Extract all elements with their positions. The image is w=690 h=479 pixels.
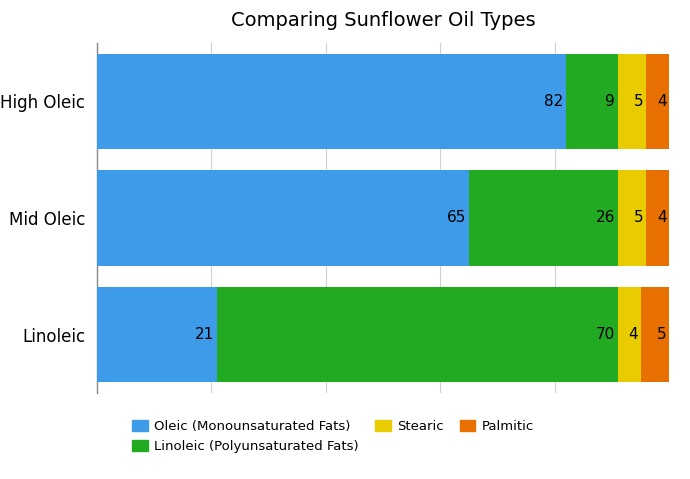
- Bar: [566, 54, 618, 149]
- Bar: [97, 170, 469, 266]
- Bar: [647, 54, 669, 149]
- Bar: [618, 287, 640, 382]
- Bar: [217, 287, 618, 382]
- Text: 4: 4: [628, 327, 638, 342]
- Bar: [618, 54, 647, 149]
- Text: 5: 5: [634, 210, 644, 226]
- Bar: [97, 54, 566, 149]
- Text: 5: 5: [657, 327, 667, 342]
- Bar: [640, 287, 669, 382]
- Text: 21: 21: [195, 327, 214, 342]
- Bar: [97, 287, 217, 382]
- Bar: [469, 170, 618, 266]
- Text: 82: 82: [544, 94, 563, 109]
- Bar: [618, 170, 647, 266]
- Text: 26: 26: [595, 210, 615, 226]
- Title: Comparing Sunflower Oil Types: Comparing Sunflower Oil Types: [230, 11, 535, 31]
- Text: 70: 70: [595, 327, 615, 342]
- Text: 9: 9: [605, 94, 615, 109]
- Bar: [647, 170, 669, 266]
- Legend: Oleic (Monounsaturated Fats), Linoleic (Polyunsaturated Fats), Stearic, Palmitic: Oleic (Monounsaturated Fats), Linoleic (…: [132, 421, 534, 453]
- Text: 5: 5: [634, 94, 644, 109]
- Text: 4: 4: [657, 94, 667, 109]
- Text: 4: 4: [657, 210, 667, 226]
- Text: 65: 65: [446, 210, 466, 226]
